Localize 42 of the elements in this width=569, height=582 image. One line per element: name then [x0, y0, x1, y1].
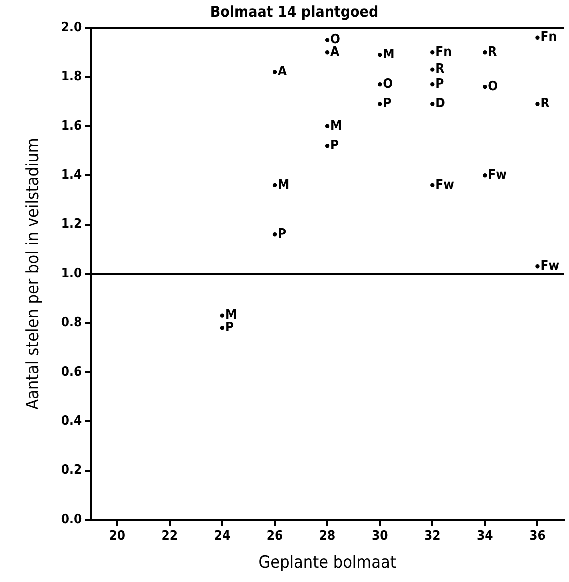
series-label: D — [436, 96, 446, 112]
x-tick-label: 20 — [109, 529, 126, 544]
y-tick-label: 1.0 — [61, 266, 82, 282]
text: M — [383, 47, 395, 62]
y-tick-label: 1.8 — [61, 70, 82, 85]
text: O — [488, 79, 498, 94]
y-tick-label: 1.2 — [61, 217, 82, 232]
series-label: Fn — [436, 44, 452, 60]
x-tick-label: 24 — [214, 529, 231, 544]
x-tick-label: 28 — [319, 529, 336, 544]
x-tick-label: 30 — [372, 529, 388, 544]
x-tick-label: 26 — [266, 529, 284, 544]
y-tick-label: 0.2 — [61, 463, 82, 478]
y-tick-label: 0.0 — [61, 512, 82, 528]
series-label: M — [278, 178, 290, 193]
x-tick-label: 32 — [424, 529, 441, 544]
x-tick-label: 22 — [162, 529, 178, 544]
x-axis-title: Geplante bolmaat — [258, 553, 396, 574]
y-tick-label: 1.4 — [61, 168, 82, 183]
text: Fw — [488, 168, 507, 183]
chart-title: Bolmaat 14 plantgoed — [210, 2, 379, 21]
text: Fn — [540, 30, 558, 46]
y-tick-label: 0.6 — [61, 364, 82, 380]
text: Fw — [540, 258, 560, 274]
y-axis-title: Aantal stelen per bol in veilstadium — [24, 138, 44, 410]
text: M — [330, 118, 342, 134]
y-tick-label: 2.0 — [61, 20, 82, 36]
y-tick-label: 1.6 — [61, 118, 82, 134]
text: P — [383, 96, 392, 112]
text: R — [488, 44, 498, 60]
y-tick-label: 0.8 — [61, 316, 82, 331]
x-tick-label: 36 — [530, 529, 546, 544]
series-label: Fw — [436, 178, 455, 193]
series-label: A — [278, 64, 288, 80]
series-label: R — [436, 62, 445, 78]
text: P — [330, 138, 340, 154]
series-label: P — [278, 227, 288, 242]
x-tick-label: 34 — [477, 529, 494, 544]
y-tick-label: 0.4 — [61, 414, 82, 429]
text: O — [383, 76, 394, 92]
text: P — [436, 76, 444, 92]
text: R — [540, 96, 550, 112]
